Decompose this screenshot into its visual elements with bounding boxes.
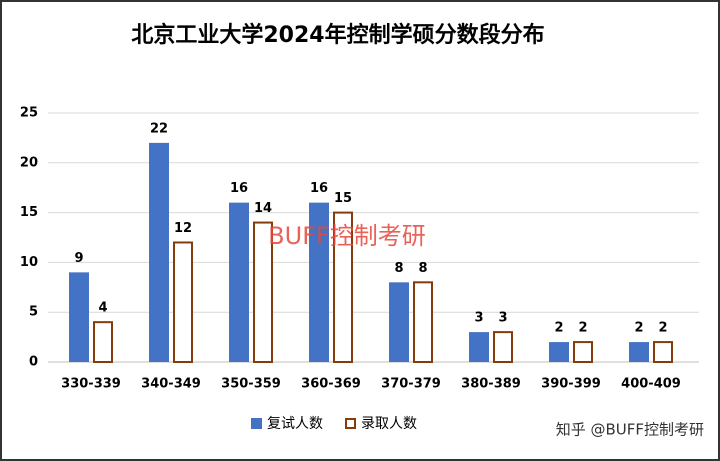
x-tick-label: 360-369 — [301, 377, 361, 392]
value-label: 16 — [310, 181, 328, 196]
y-tick-label: 25 — [20, 106, 38, 121]
bar — [493, 331, 513, 363]
value-label: 8 — [418, 261, 427, 276]
bar — [93, 321, 113, 364]
value-label: 12 — [174, 221, 192, 236]
legend-swatch — [345, 418, 356, 429]
value-label: 2 — [554, 321, 563, 336]
value-label: 9 — [74, 251, 83, 266]
value-label: 16 — [230, 181, 248, 196]
legend-label: 录取人数 — [361, 416, 417, 432]
bar — [309, 202, 329, 362]
bar — [229, 202, 249, 362]
value-label: 3 — [474, 311, 483, 326]
credit: 知乎 @BUFF控制考研 — [556, 421, 704, 439]
legend-swatch — [251, 418, 262, 429]
y-tick-label: 20 — [20, 155, 38, 170]
x-tick-label: 350-359 — [221, 377, 281, 392]
y-tick-label: 15 — [20, 205, 38, 220]
bar — [173, 241, 193, 363]
bar — [253, 221, 273, 363]
bar — [469, 332, 489, 362]
value-label: 2 — [658, 321, 667, 336]
watermark: BUFF控制考研 — [268, 222, 426, 250]
y-tick-label: 5 — [29, 305, 38, 320]
bar — [69, 272, 89, 362]
x-tick-label: 390-399 — [541, 377, 601, 392]
value-label: 8 — [394, 261, 403, 276]
value-label: 3 — [498, 311, 507, 326]
x-tick-label: 330-339 — [61, 377, 121, 392]
y-tick-label: 0 — [29, 355, 38, 370]
bar — [629, 342, 649, 362]
bar — [653, 341, 673, 363]
bar — [413, 281, 433, 364]
bar — [549, 342, 569, 362]
bar — [389, 282, 409, 362]
x-tick-label: 400-409 — [621, 377, 681, 392]
y-tick-label: 10 — [20, 255, 38, 270]
value-label: 14 — [254, 201, 272, 216]
value-label: 22 — [150, 121, 168, 136]
value-label: 2 — [578, 321, 587, 336]
chart-title: 北京工业大学2024年控制学硕分数段分布 — [131, 22, 544, 48]
bar — [573, 341, 593, 363]
value-label: 15 — [334, 191, 352, 206]
x-tick-label: 380-389 — [461, 377, 521, 392]
x-tick-label: 370-379 — [381, 377, 441, 392]
value-label: 4 — [98, 301, 107, 316]
bar — [149, 142, 169, 362]
legend-label: 复试人数 — [267, 415, 323, 432]
bar — [333, 211, 353, 363]
value-label: 2 — [634, 321, 643, 336]
x-tick-label: 340-349 — [141, 377, 201, 392]
